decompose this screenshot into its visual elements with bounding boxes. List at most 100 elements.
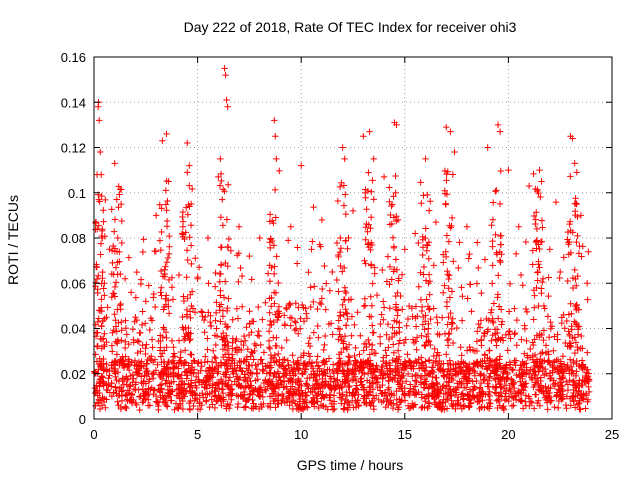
data-point	[377, 320, 384, 328]
data-point	[136, 329, 143, 337]
data-point	[491, 362, 498, 369]
data-point	[283, 305, 290, 313]
data-point	[417, 179, 424, 186]
data-point	[114, 338, 121, 345]
data-point	[165, 303, 172, 310]
data-point	[459, 390, 466, 397]
data-point	[351, 352, 358, 360]
data-point	[142, 344, 149, 352]
data-point	[181, 360, 188, 367]
data-point	[547, 325, 554, 332]
data-point	[159, 333, 166, 341]
data-point	[489, 280, 496, 287]
data-point	[393, 318, 400, 325]
data-point	[342, 322, 350, 329]
data-point	[196, 400, 203, 407]
data-point	[229, 345, 236, 352]
data-point	[539, 278, 546, 286]
data-point	[223, 216, 231, 223]
data-point	[371, 264, 378, 271]
data-point	[377, 340, 384, 347]
data-point	[212, 317, 219, 324]
data-point	[233, 367, 240, 375]
data-point	[458, 284, 465, 291]
data-point	[204, 335, 211, 342]
data-point	[224, 243, 231, 251]
data-point	[111, 248, 119, 255]
data-point	[493, 337, 501, 344]
data-point	[380, 304, 388, 311]
data-point	[234, 400, 242, 408]
data-point	[402, 336, 409, 343]
data-point	[486, 373, 493, 380]
data-point	[388, 201, 396, 208]
data-point	[143, 341, 150, 348]
data-point	[235, 382, 242, 390]
data-point	[363, 388, 370, 396]
data-point	[399, 306, 406, 313]
data-point	[396, 337, 404, 344]
data-point	[352, 397, 359, 405]
data-point	[449, 315, 456, 322]
data-point	[420, 313, 427, 321]
data-point	[314, 322, 321, 330]
data-point	[299, 390, 306, 397]
data-point	[444, 168, 451, 175]
data-point	[509, 377, 517, 385]
data-point	[417, 296, 425, 303]
data-point	[281, 312, 288, 319]
data-point	[250, 356, 257, 363]
data-point	[96, 198, 103, 205]
data-point	[445, 313, 452, 321]
data-point	[439, 314, 446, 321]
data-point	[338, 384, 345, 391]
data-point	[149, 358, 157, 366]
data-point	[178, 230, 186, 237]
data-point	[181, 347, 189, 354]
y-tick-label: 0.06	[61, 276, 86, 291]
data-point	[112, 264, 120, 271]
data-point	[475, 397, 482, 405]
data-point	[112, 279, 120, 286]
data-point	[100, 218, 107, 225]
data-point	[100, 207, 107, 214]
data-point	[110, 228, 118, 235]
data-point	[287, 223, 295, 230]
data-point	[138, 321, 146, 329]
data-point	[217, 270, 224, 278]
data-point	[248, 388, 256, 395]
data-point	[494, 294, 501, 301]
data-point	[564, 386, 572, 394]
data-point	[386, 365, 393, 372]
data-point	[340, 345, 347, 352]
data-point	[487, 309, 495, 316]
data-point	[425, 271, 433, 278]
data-point	[210, 347, 217, 354]
data-point	[538, 289, 545, 297]
data-point	[199, 313, 206, 320]
data-point	[581, 378, 588, 385]
data-point	[331, 405, 338, 413]
data-point	[369, 280, 376, 287]
data-point	[206, 403, 213, 411]
data-point	[186, 162, 193, 169]
grid-lines	[94, 57, 612, 419]
data-point	[186, 308, 194, 315]
data-point	[474, 328, 481, 335]
data-point	[211, 404, 219, 412]
data-point	[492, 188, 499, 195]
data-point	[424, 242, 431, 249]
data-point	[228, 351, 236, 358]
data-point	[152, 367, 160, 374]
data-point	[99, 268, 106, 276]
data-point	[292, 319, 299, 326]
data-point	[102, 404, 109, 411]
data-point	[564, 343, 571, 350]
data-point	[544, 313, 552, 320]
data-point	[146, 376, 153, 383]
data-point	[257, 341, 264, 349]
data-point	[485, 396, 493, 404]
data-point	[268, 264, 275, 272]
data-point	[342, 376, 349, 383]
data-point	[271, 186, 279, 194]
